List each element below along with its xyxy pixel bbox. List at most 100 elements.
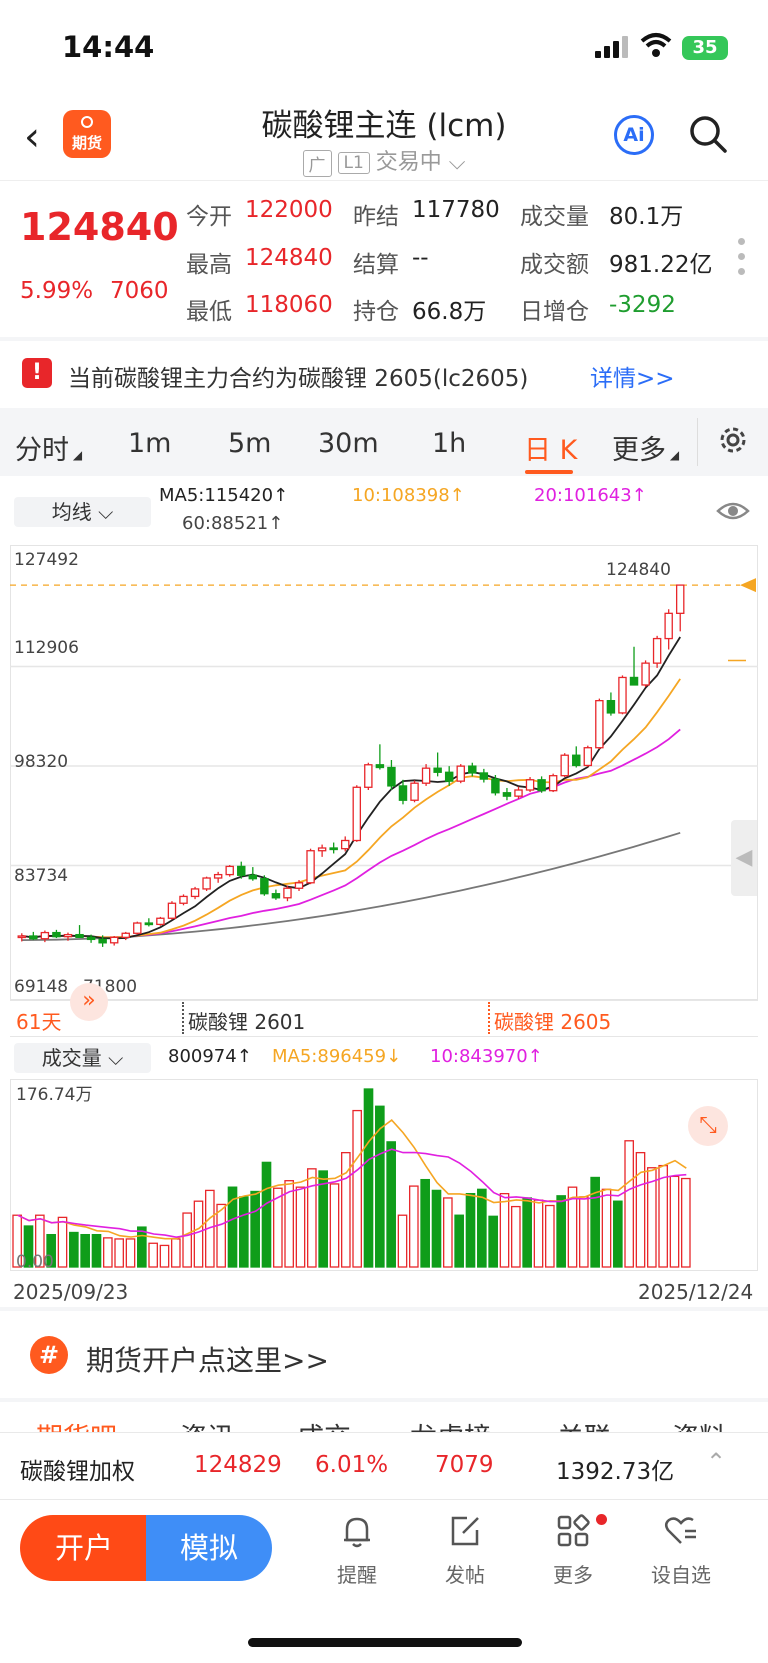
candle-body [444, 771, 454, 782]
open-account-button[interactable]: 开户 [20, 1515, 148, 1581]
volume-bar [46, 1233, 56, 1268]
volume-chart[interactable] [10, 1079, 758, 1271]
volume-bar [420, 1178, 430, 1268]
candle-body [52, 931, 61, 938]
tab-30m[interactable]: 30m [318, 428, 379, 459]
change-value: 7060 [110, 278, 169, 304]
weighted-index-row[interactable] [0, 1432, 768, 1500]
volume-bar [80, 1233, 90, 1268]
post-label: 发帖 [445, 1563, 485, 1587]
candle-body [387, 766, 396, 787]
tab-1m[interactable]: 1m [128, 428, 172, 459]
tab-forum[interactable]: 期货吧 [36, 1416, 117, 1432]
simulate-button[interactable]: 模拟 [146, 1515, 272, 1581]
ma-selector[interactable]: 均线 ⌵ [14, 497, 151, 527]
tab-related[interactable]: 关联 [557, 1416, 611, 1432]
candle-body [213, 873, 223, 879]
volume-max-label: 176.74万 [16, 1085, 93, 1105]
chevron-down-icon: ⌵ [108, 1046, 124, 1070]
gear-icon[interactable] [717, 424, 749, 456]
open-label: 今开 [186, 204, 232, 230]
contract-2601-label: 碳酸锂 2601 [188, 1010, 306, 1034]
ai-assistant-button[interactable]: Ai [614, 115, 654, 155]
back-icon[interactable]: ‹ [24, 114, 40, 160]
volume-bar [635, 1151, 646, 1268]
volume-bar [137, 1226, 147, 1268]
candle-body [306, 850, 315, 884]
remind-button[interactable]: 提醒 [312, 1513, 402, 1588]
tab-more[interactable]: 更多 ◢ [612, 435, 680, 466]
volume-bar [522, 1197, 532, 1268]
volume-bar [216, 1203, 226, 1268]
candle-body [572, 754, 581, 767]
volume-bar [227, 1186, 238, 1268]
tab-profile[interactable]: 资料 [672, 1416, 726, 1432]
tab-dragon-tiger[interactable]: 龙虎榜 [410, 1416, 491, 1432]
watch-label: 设自选 [651, 1563, 711, 1587]
candle-body [271, 893, 281, 899]
weighted-name: 碳酸锂加权 [20, 1459, 135, 1485]
more-dots-icon[interactable] [738, 238, 746, 283]
volume-indicator-selector[interactable]: 成交量 ⌵ [14, 1043, 151, 1073]
volume-label: 成交量 [520, 204, 589, 230]
candle-body [202, 877, 211, 890]
candle-body [595, 699, 604, 749]
candle-body [144, 922, 154, 926]
volume-bar [363, 1088, 374, 1268]
notice-details-link[interactable]: 详情>> [590, 366, 675, 392]
volume-bar [567, 1186, 578, 1268]
expand-left-icon[interactable]: » [70, 983, 108, 1021]
more-button[interactable]: 更多 [528, 1513, 618, 1588]
candle-body [260, 878, 269, 895]
weighted-amount: 1392.73亿 [556, 1459, 675, 1485]
y-tick-label: 112906 [14, 638, 79, 658]
candle-body [294, 882, 304, 889]
candle-body [664, 612, 673, 640]
tab-trades[interactable]: 成交 [297, 1416, 351, 1432]
candle-body [468, 765, 477, 774]
volume-bar [329, 1183, 340, 1268]
cellular-signal-icon [595, 36, 628, 58]
search-icon[interactable] [688, 114, 728, 154]
volume-ma5-line [17, 1119, 687, 1240]
post-button[interactable]: 发帖 [420, 1513, 510, 1588]
content-tabs: 期货吧 资讯 成交 龙虎榜 关联 资料 [0, 1402, 768, 1432]
candle-body [618, 676, 627, 714]
tab-news[interactable]: 资讯 [180, 1416, 234, 1432]
trading-status[interactable]: 广 L1 交易中 ⌵ [0, 144, 768, 177]
candle-body [641, 662, 650, 686]
volume-bar [57, 1216, 68, 1268]
volume-bar [386, 1141, 396, 1268]
tab-5m[interactable]: 5m [228, 428, 272, 459]
candle-body [537, 779, 546, 792]
main-contract-notice: 当前碳酸锂主力合约为碳酸锂 2605(lc2605) [68, 366, 529, 392]
volume-bar [613, 1200, 623, 1268]
logo-text: 期货 [71, 134, 102, 152]
volume-bar [488, 1215, 498, 1268]
daily-oi-change-value: -3292 [609, 292, 676, 318]
volume-bar [579, 1196, 589, 1268]
volume-bar [171, 1238, 181, 1268]
open-account-promo-link[interactable]: 期货开户点这里>> [86, 1344, 329, 1377]
tab-1h[interactable]: 1h [432, 428, 467, 459]
volume-bar [295, 1186, 306, 1268]
candle-body [109, 936, 119, 944]
add-watchlist-button[interactable]: 设自选 [636, 1513, 726, 1588]
tab-daily-k[interactable]: 日 K [524, 435, 578, 466]
volume-bar [431, 1189, 442, 1268]
candle-body [479, 772, 489, 780]
tab-intraday[interactable]: 分时 ◢ [15, 435, 83, 466]
fullscreen-icon[interactable]: ⤡ [688, 1106, 728, 1146]
chevron-up-icon[interactable]: ⌃ [706, 1448, 727, 1476]
kline-chart[interactable] [10, 545, 758, 1000]
volume-bar [499, 1192, 510, 1268]
open-interest-label: 持仓 [353, 299, 399, 325]
chart-side-handle[interactable]: ◀ [731, 820, 757, 896]
amount-label: 成交额 [520, 252, 589, 278]
candle-body [340, 839, 350, 850]
volume-bar [103, 1237, 113, 1268]
eye-icon[interactable] [716, 497, 750, 525]
volume-bar [601, 1188, 612, 1268]
volume-bar [125, 1238, 136, 1268]
volume-bar [307, 1168, 317, 1268]
